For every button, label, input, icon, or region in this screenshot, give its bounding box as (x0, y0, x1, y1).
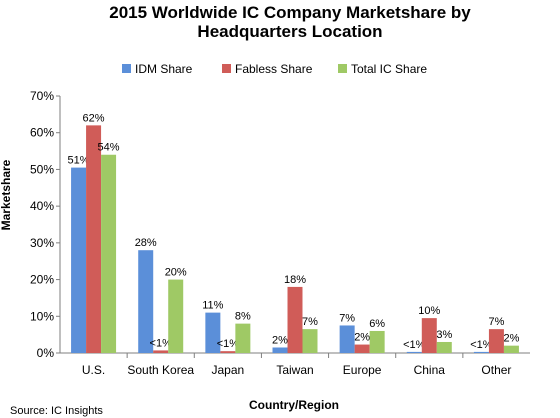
y-tick-label: 70% (30, 89, 54, 103)
y-tick-label: 10% (30, 309, 54, 323)
y-tick-label: 0% (37, 346, 55, 360)
y-axis-title: Marketshare (0, 159, 13, 230)
x-tick-label: Europe (343, 363, 382, 377)
y-tick-label: 30% (30, 236, 54, 250)
data-label: 8% (235, 311, 251, 323)
data-label: 62% (83, 112, 105, 124)
legend: IDM Share Fabless Share Total IC Share (122, 62, 427, 76)
bar (488, 329, 504, 353)
x-tick-label: U.S. (82, 363, 105, 377)
bar (153, 350, 169, 353)
bar (369, 330, 385, 353)
legend-swatch-2 (222, 64, 231, 73)
legend-label-1: IDM Share (135, 62, 193, 76)
data-label: <1% (403, 339, 426, 351)
x-tick-label: Japan (212, 363, 245, 377)
bar (406, 351, 422, 353)
bar (235, 323, 251, 353)
legend-label-3: Total IC Share (351, 62, 427, 76)
bar (220, 351, 236, 353)
legend-swatch-1 (122, 64, 131, 73)
bar (272, 347, 288, 353)
bar (138, 250, 154, 353)
data-label: 28% (135, 237, 157, 249)
data-label: 6% (369, 318, 385, 330)
data-label: 20% (165, 267, 187, 279)
data-label: <1% (470, 339, 493, 351)
y-tick-label: 40% (30, 199, 54, 213)
data-label: 11% (202, 300, 223, 312)
bar (205, 312, 221, 353)
x-tick-label: South Korea (127, 363, 194, 377)
bar (436, 341, 452, 353)
y-tick-label: 50% (30, 162, 54, 176)
data-label: 7% (488, 316, 504, 328)
bar (503, 345, 519, 353)
data-label: 51% (68, 155, 90, 167)
source-note: Source: IC Insights (10, 405, 103, 417)
bar (302, 329, 318, 353)
bar (71, 167, 87, 353)
bar (354, 344, 370, 353)
y-tick-label: 60% (30, 126, 54, 140)
plot-area: 0% 10% 20% 30% 40% 50% 60% 70% U.S. 51% 62% 54% Sout… (30, 89, 530, 377)
data-label: <1% (150, 337, 173, 349)
bar (168, 279, 184, 353)
y-tick-label: 20% (30, 273, 54, 287)
bar (473, 351, 489, 353)
x-tick-label: Other (481, 363, 511, 377)
data-label: 3% (436, 329, 452, 341)
x-tick-label: Taiwan (276, 363, 313, 377)
legend-swatch-3 (338, 64, 347, 73)
data-label: 2% (354, 332, 370, 344)
data-label: 10% (418, 305, 440, 317)
data-label: 54% (98, 142, 120, 154)
x-axis-title: Country/Region (249, 398, 339, 412)
chart-title-line-2: Headquarters Location (197, 22, 382, 41)
bar (86, 125, 102, 353)
data-label: 18% (284, 274, 306, 286)
data-label: 2% (503, 333, 519, 345)
bar (101, 154, 117, 353)
data-label: 7% (339, 312, 355, 324)
legend-label-2: Fabless Share (235, 62, 313, 76)
bar (339, 325, 355, 353)
data-label: 7% (302, 316, 318, 328)
data-label: 2% (272, 334, 288, 346)
chart-title-line-1: 2015 Worldwide IC Company Marketshare by (109, 3, 471, 22)
x-tick-label: China (414, 363, 446, 377)
bar (287, 286, 303, 353)
bar (421, 318, 437, 353)
data-label: <1% (217, 338, 240, 350)
